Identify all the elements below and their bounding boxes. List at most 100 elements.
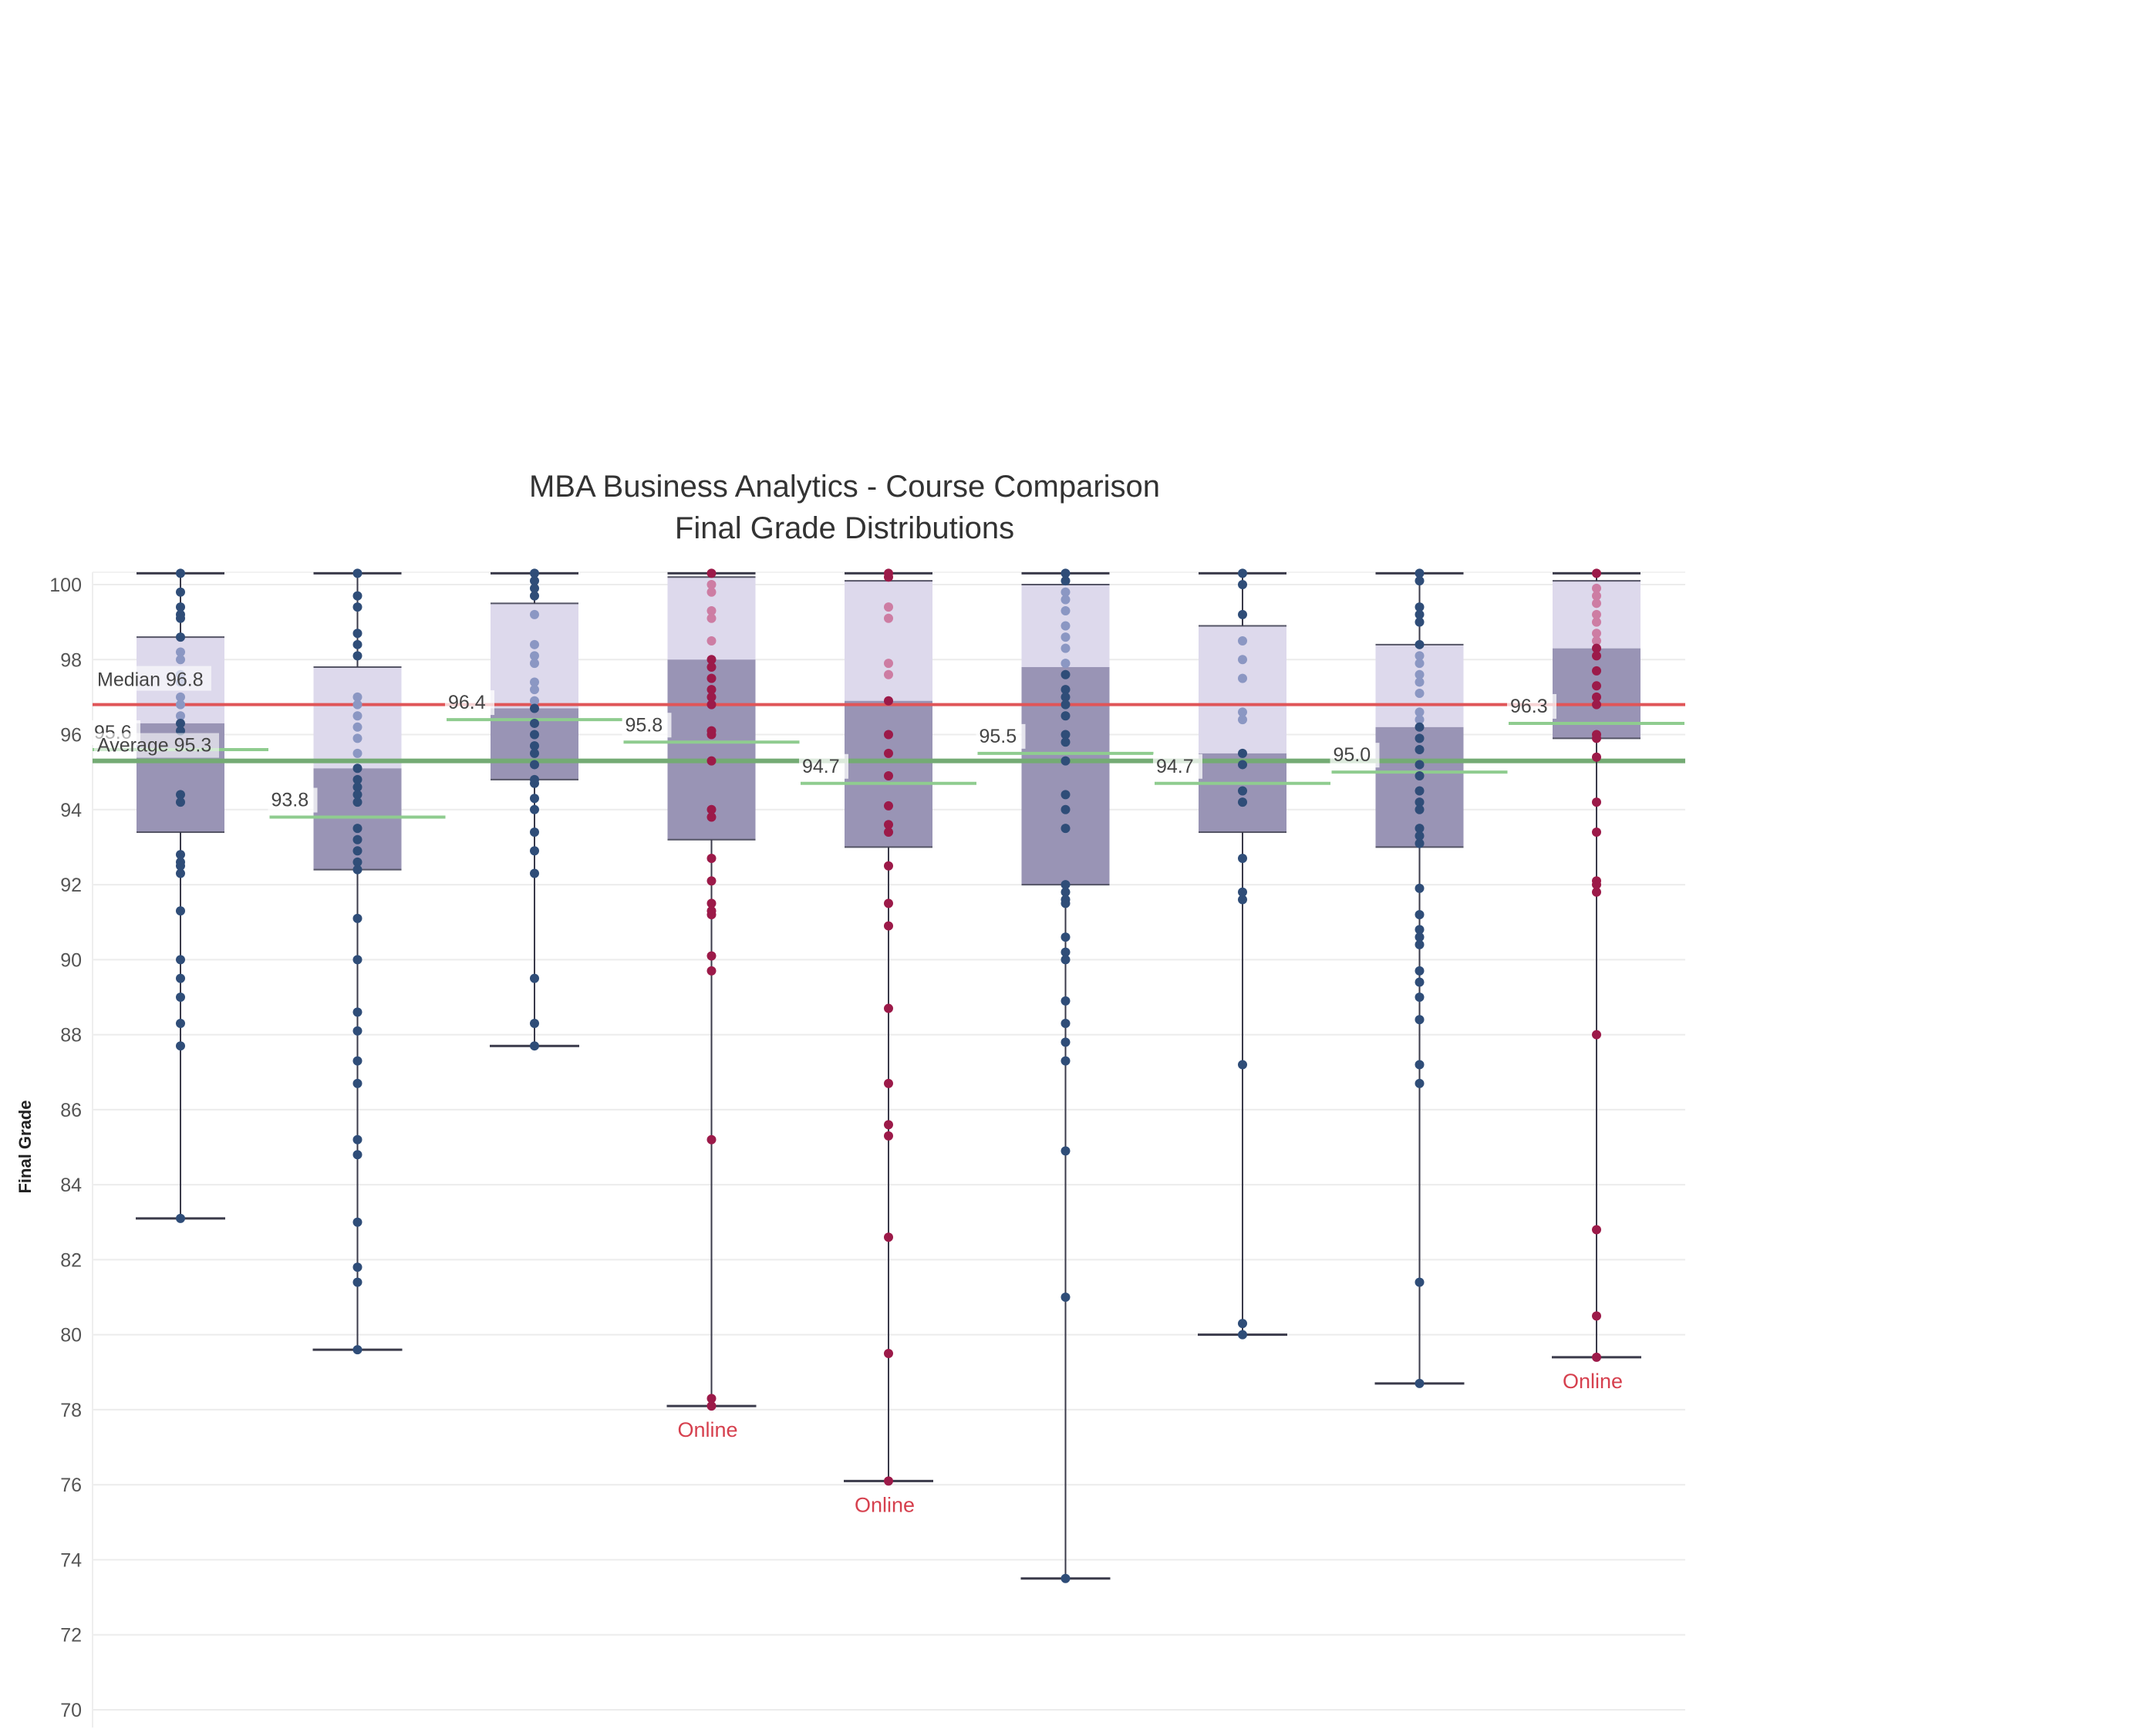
data-point: [352, 1056, 362, 1066]
data-point: [1061, 1019, 1071, 1029]
data-point: [1061, 568, 1071, 578]
y-tick-label: 78: [60, 1400, 82, 1421]
data-point: [530, 730, 539, 740]
data-point: [176, 613, 185, 623]
data-point: [1061, 947, 1071, 957]
data-point: [352, 1026, 362, 1036]
data-point: [884, 921, 893, 931]
data-point: [884, 898, 893, 908]
data-point: [176, 692, 185, 702]
data-point: [1592, 1311, 1601, 1321]
data-point: [530, 718, 539, 728]
label-text: 94.7: [1156, 756, 1194, 777]
data-point: [706, 898, 717, 908]
data-point: [884, 696, 893, 706]
data-point: [1415, 977, 1425, 987]
data-point: [1415, 576, 1425, 586]
data-point: [884, 1232, 893, 1242]
label-background: [1153, 753, 1202, 779]
data-point: [1238, 1060, 1247, 1070]
data-point: [1415, 733, 1425, 743]
data-point: [1415, 1060, 1425, 1070]
data-point: [1061, 595, 1071, 605]
data-point: [1061, 730, 1071, 740]
data-point: [1238, 748, 1247, 758]
course-average-label: 94.7: [799, 753, 848, 779]
label-text: 95.8: [626, 714, 663, 736]
data-point: [1415, 609, 1425, 619]
data-point: [176, 647, 185, 657]
data-point: [1238, 887, 1247, 897]
data-point: [1592, 643, 1601, 653]
box-upper: [1199, 625, 1286, 753]
data-point: [706, 568, 717, 578]
data-point: [884, 613, 893, 623]
data-point: [352, 774, 362, 784]
x-category-label: MBA8150-S17: [474, 1734, 595, 1736]
data-point: [1415, 824, 1425, 834]
data-point: [1238, 580, 1247, 589]
data-point: [1415, 804, 1425, 814]
data-points: [176, 568, 1601, 1583]
data-point: [1238, 895, 1247, 905]
label-text: Average 95.3: [97, 735, 211, 757]
data-point: [1061, 996, 1071, 1006]
data-point: [530, 748, 539, 758]
data-point: [530, 639, 539, 649]
data-point: [1592, 681, 1601, 691]
data-point: [1061, 1037, 1071, 1047]
data-point: [1415, 786, 1425, 796]
data-point: [176, 699, 185, 710]
data-point: [706, 699, 717, 710]
data-point: [1592, 598, 1601, 608]
data-point: [352, 834, 362, 844]
data-point: [1415, 677, 1425, 687]
data-point: [352, 913, 362, 923]
chart-title: MBA Business Analytics - Course Comparis…: [529, 470, 1160, 545]
label-background: [1330, 743, 1380, 768]
data-point: [352, 1217, 362, 1227]
data-point: [1592, 591, 1601, 601]
data-point: [530, 677, 539, 687]
online-label: Online: [677, 1418, 737, 1441]
data-point: [706, 692, 717, 702]
data-point: [1415, 838, 1425, 848]
label-background: [94, 733, 219, 758]
data-point: [1592, 692, 1601, 702]
x-category-label: MBA8150-S18-OL: [1521, 1734, 1672, 1736]
data-point: [1592, 1225, 1601, 1235]
data-point: [1415, 939, 1425, 949]
data-point: [176, 711, 185, 721]
data-point: [1061, 1056, 1071, 1066]
data-point: [884, 827, 893, 837]
data-point: [530, 703, 539, 713]
label-background: [1507, 693, 1556, 719]
data-point: [1415, 966, 1425, 976]
data-point: [352, 722, 362, 732]
label-background: [799, 753, 848, 779]
data-point: [884, 1078, 893, 1088]
chart-title-line1: MBA Business Analytics - Course Comparis…: [529, 470, 1160, 504]
y-tick-label: 92: [60, 875, 82, 896]
course-average-label: 94.7: [1153, 753, 1202, 779]
data-point: [1061, 1293, 1071, 1303]
y-tick-label: 90: [60, 949, 82, 971]
data-point: [352, 711, 362, 721]
data-point: [176, 992, 185, 1002]
data-point: [1592, 617, 1601, 627]
label-background: [94, 666, 211, 691]
data-point: [706, 1401, 717, 1411]
data-point: [1238, 786, 1247, 796]
data-point: [176, 861, 185, 871]
data-point: [706, 966, 717, 976]
data-point: [352, 797, 362, 807]
data-point: [1061, 692, 1071, 702]
data-point: [352, 1262, 362, 1273]
data-point: [530, 659, 539, 669]
data-point: [884, 602, 893, 612]
data-point: [884, 820, 893, 830]
data-point: [706, 854, 717, 864]
data-point: [1415, 760, 1425, 770]
data-point: [530, 583, 539, 593]
data-point: [884, 801, 893, 811]
